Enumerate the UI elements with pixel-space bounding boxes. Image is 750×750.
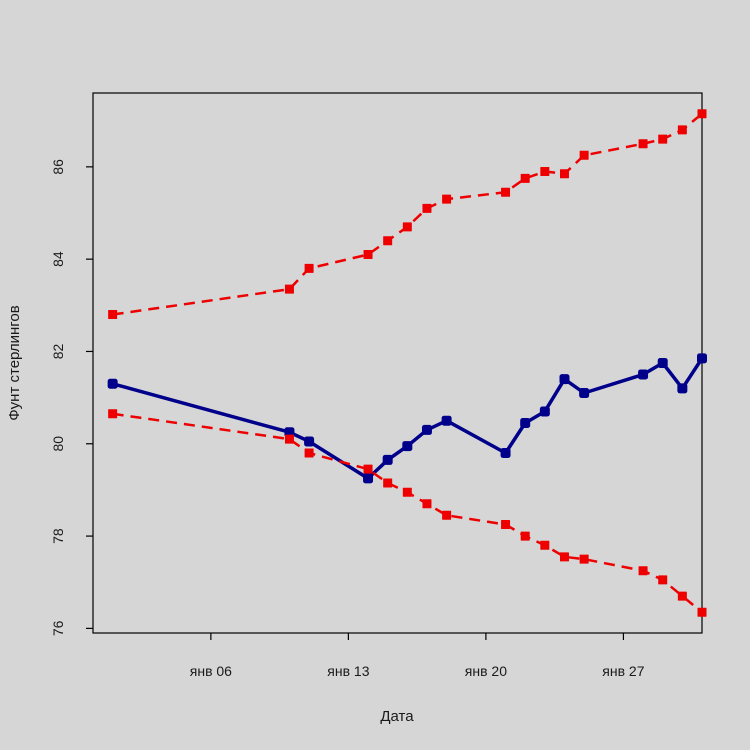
series-line-0 bbox=[112, 357, 704, 481]
data-point bbox=[382, 454, 393, 465]
data-point bbox=[500, 448, 511, 458]
data-point bbox=[559, 552, 569, 562]
data-point bbox=[108, 310, 118, 320]
data-point bbox=[108, 409, 118, 419]
data-point bbox=[540, 166, 550, 176]
data-point bbox=[540, 540, 550, 550]
data-point bbox=[363, 250, 373, 260]
data-point bbox=[501, 187, 511, 197]
data-point bbox=[677, 125, 687, 135]
data-point bbox=[520, 418, 531, 428]
data-point bbox=[677, 591, 687, 601]
data-point bbox=[520, 531, 530, 541]
data-point bbox=[658, 134, 668, 144]
data-point bbox=[363, 473, 374, 484]
data-point bbox=[402, 487, 412, 497]
data-point bbox=[304, 436, 315, 447]
y-tick-label: 82 bbox=[50, 343, 66, 359]
data-point bbox=[559, 374, 570, 385]
data-point bbox=[579, 554, 589, 564]
data-point bbox=[284, 284, 294, 294]
y-tick-label: 78 bbox=[50, 528, 66, 544]
series-line-1 bbox=[112, 112, 703, 316]
data-point bbox=[421, 424, 432, 435]
data-point bbox=[658, 575, 668, 585]
series-layer bbox=[107, 109, 707, 617]
data-point bbox=[657, 358, 668, 368]
series-0 bbox=[107, 353, 707, 484]
y-tick-label: 76 bbox=[50, 620, 66, 636]
x-tick-label: янв 13 bbox=[327, 663, 369, 679]
data-point bbox=[697, 109, 707, 119]
series-1 bbox=[108, 109, 707, 320]
data-point bbox=[422, 203, 432, 213]
y-axis-label: Фунт стерлингов bbox=[6, 305, 23, 420]
data-point bbox=[638, 369, 649, 380]
series-2 bbox=[108, 409, 707, 617]
data-point bbox=[559, 169, 569, 179]
x-tick-label: янв 27 bbox=[602, 663, 644, 679]
y-tick-label: 84 bbox=[50, 251, 66, 267]
x-tick-label: янв 20 bbox=[465, 663, 507, 679]
data-point bbox=[107, 378, 118, 389]
data-point bbox=[284, 434, 294, 444]
data-point bbox=[442, 194, 452, 204]
y-tick-label: 86 bbox=[50, 159, 66, 175]
x-axis-label: Дата bbox=[380, 708, 414, 725]
data-point bbox=[363, 464, 373, 474]
x-tick-label: янв 06 bbox=[190, 663, 232, 679]
data-point bbox=[442, 510, 452, 520]
data-point bbox=[304, 263, 314, 273]
data-point bbox=[402, 222, 412, 232]
data-point bbox=[501, 520, 511, 530]
data-point bbox=[402, 441, 413, 452]
data-point bbox=[441, 415, 452, 426]
plot-frame bbox=[92, 92, 703, 634]
x-axis: янв 06 янв 13 янв 20 янв 27 bbox=[190, 633, 645, 679]
data-point bbox=[638, 566, 648, 576]
data-point bbox=[697, 353, 707, 364]
data-point bbox=[383, 478, 393, 488]
data-point bbox=[579, 150, 589, 160]
data-point bbox=[304, 448, 314, 458]
y-axis: 76 78 80 82 84 86 bbox=[50, 159, 93, 636]
data-point bbox=[697, 607, 707, 617]
data-point bbox=[539, 406, 550, 417]
y-tick-label: 80 bbox=[50, 436, 66, 452]
data-point bbox=[422, 499, 432, 509]
data-point bbox=[579, 388, 590, 398]
data-point bbox=[638, 139, 648, 149]
data-point bbox=[520, 173, 530, 183]
data-point bbox=[383, 236, 393, 246]
data-point bbox=[677, 383, 688, 394]
